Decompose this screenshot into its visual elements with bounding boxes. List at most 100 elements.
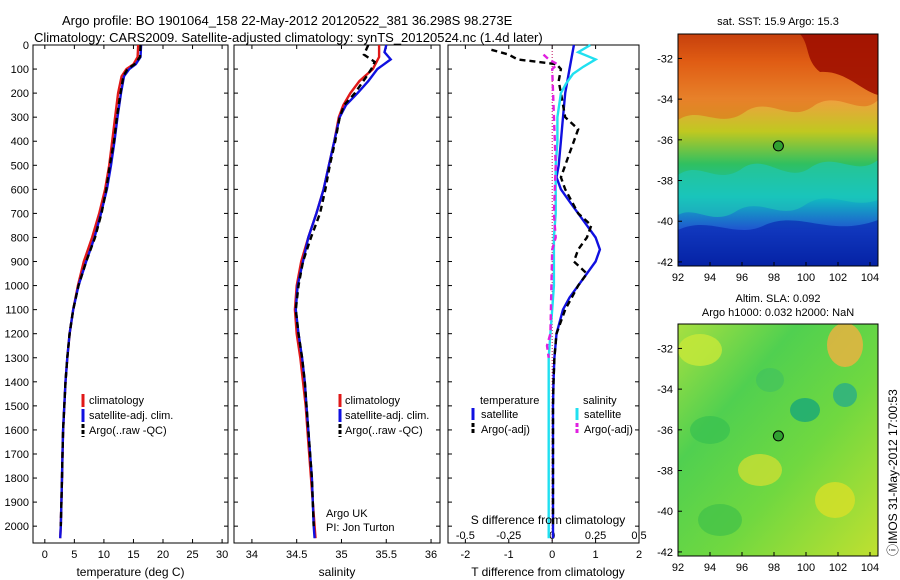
latitude-tick-label: -38: [657, 176, 673, 188]
latitude-tick-label: -34: [657, 94, 673, 106]
latitude-tick-label: -36: [657, 135, 673, 147]
depth-tick-label: 500: [11, 160, 29, 172]
latitude-tick-label: -38: [657, 466, 673, 478]
latitude-tick-label: -42: [657, 257, 673, 269]
t-difference-tick-label: 2: [636, 549, 642, 561]
salinity-tick-label: 36: [425, 549, 437, 561]
s-difference-tick-label: 0.5: [631, 530, 646, 542]
imos-timestamp: ⓘIMOS 31-May-2012 17:00:53: [886, 389, 900, 556]
legend-label-climatology: climatology: [89, 395, 145, 407]
t-difference-label: T difference from climatology: [471, 565, 625, 579]
difference-plot-frame: [447, 44, 640, 544]
s-difference-tick-label: -0.25: [496, 530, 521, 542]
longitude-tick-label: 94: [704, 562, 716, 574]
figure-title-line2: Climatology: CARS2009. Satellite-adjuste…: [34, 30, 543, 45]
temperature-tick-label: 0: [42, 549, 48, 561]
longitude-tick-label: 92: [672, 562, 684, 574]
annotation-pi: PI: Jon Turton: [326, 522, 394, 534]
salinity-xlabel: salinity: [319, 565, 356, 579]
temperature-panel: 0100200300400500600700800900100011001200…: [5, 40, 229, 579]
s-difference-tick-label: 0.25: [585, 530, 606, 542]
latitude-tick-label: -36: [657, 425, 673, 437]
legend-label-argo: Argo(..raw -QC): [345, 425, 423, 437]
difference-legend: temperature salinity satellite Argo(-adj…: [471, 395, 633, 436]
depth-tick-label: 900: [11, 257, 29, 269]
temperature-legend: climatology satellite-adj. clim. Argo(..…: [81, 394, 173, 437]
depth-tick-label: 1600: [5, 425, 29, 437]
s-difference-label: S difference from climatology: [471, 513, 626, 527]
sla-map-title: Altim. SLA: 0.092: [736, 293, 821, 305]
depth-tick-label: 1300: [5, 353, 29, 365]
latitude-tick-label: -40: [657, 506, 673, 518]
temperature-line-2: [59, 44, 142, 527]
temperature-tick-label: 10: [98, 549, 110, 561]
depth-tick-label: 800: [11, 232, 29, 244]
longitude-tick-label: 98: [768, 272, 780, 284]
temperature-tick-label: 20: [157, 549, 169, 561]
t-difference-tick-label: -1: [504, 549, 514, 561]
salinity-line-2: [294, 44, 377, 527]
longitude-tick-label: 92: [672, 272, 684, 284]
depth-tick-label: 0: [23, 40, 29, 52]
depth-tick-label: 1200: [5, 329, 29, 341]
difference-panel: -2 -1 0 1 2 -0.5 -0.25 0 0.25 0.5 S difference f…: [447, 43, 647, 579]
longitude-tick-label: 100: [797, 272, 815, 284]
legend-label-satellite: satellite-adj. clim.: [345, 410, 429, 422]
figure-title-line1: Argo profile: BO 1901064_158 22-May-2012…: [62, 13, 513, 28]
s-difference-tick-label: -0.5: [456, 530, 475, 542]
sst-map-panel: sat. SST: 15.9 Argo: 15.3 92 94 96 98 100 102…: [657, 16, 879, 284]
longitude-tick-label: 104: [861, 272, 879, 284]
legend-title-temperature: temperature: [480, 395, 539, 407]
depth-tick-label: 1400: [5, 377, 29, 389]
legend-label-t-satellite: satellite: [481, 409, 518, 421]
salinity-panel: 34 34.5 35 35.5 36 salinity climatology sate…: [233, 44, 441, 579]
salinity-legend: climatology satellite-adj. clim. Argo(..…: [338, 394, 429, 437]
difference-line-0: [551, 44, 602, 539]
temperature-xlabel: temperature (deg C): [76, 565, 184, 579]
t-difference-tick-label: 1: [593, 549, 599, 561]
depth-tick-label: 1700: [5, 449, 29, 461]
sst-map-title: sat. SST: 15.9 Argo: 15.3: [717, 16, 839, 28]
longitude-tick-label: 100: [797, 562, 815, 574]
salinity-tick-label: 35.5: [376, 549, 397, 561]
temperature-tick-label: 30: [216, 549, 228, 561]
legend-label-s-argo: Argo(-adj): [584, 424, 633, 436]
depth-tick-label: 1900: [5, 497, 29, 509]
latitude-tick-label: -32: [657, 53, 673, 65]
sla-map-subtitle: Argo h1000: 0.032 h2000: NaN: [702, 307, 854, 319]
depth-tick-label: 1500: [5, 401, 29, 413]
depth-tick-label: 1000: [5, 281, 29, 293]
depth-tick-label: 400: [11, 136, 29, 148]
depth-tick-label: 700: [11, 208, 29, 220]
latitude-tick-label: -34: [657, 384, 673, 396]
legend-label-argo: Argo(..raw -QC): [89, 425, 167, 437]
depth-tick-label: 1800: [5, 473, 29, 485]
temperature-tick-label: 25: [186, 549, 198, 561]
latitude-tick-label: -40: [657, 216, 673, 228]
longitude-tick-label: 102: [829, 272, 847, 284]
salinity-tick-label: 34.5: [286, 549, 307, 561]
salinity-plot-frame: [233, 44, 441, 544]
salinity-line-1: [294, 44, 393, 539]
legend-label-climatology: climatology: [345, 395, 401, 407]
depth-tick-label: 100: [11, 64, 29, 76]
temperature-tick-label: 5: [71, 549, 77, 561]
depth-tick-label: 2000: [5, 521, 29, 533]
latitude-tick-label: -32: [657, 343, 673, 355]
longitude-tick-label: 96: [736, 562, 748, 574]
latitude-tick-label: -42: [657, 547, 673, 559]
salinity-tick-label: 35: [335, 549, 347, 561]
t-difference-tick-label: 0: [549, 549, 555, 561]
legend-label-satellite: satellite-adj. clim.: [89, 410, 173, 422]
longitude-tick-label: 104: [861, 562, 879, 574]
depth-tick-label: 600: [11, 184, 29, 196]
argo-location-marker: [772, 430, 784, 442]
longitude-tick-label: 96: [736, 272, 748, 284]
legend-label-t-argo: Argo(-adj): [481, 424, 530, 436]
difference-line-3: [542, 53, 560, 358]
sla-map-panel: Altim. SLA: 0.092 Argo h1000: 0.032 h200…: [657, 293, 879, 574]
difference-line-2: [547, 43, 599, 539]
temperature-plot-frame: [32, 44, 229, 544]
temperature-tick-label: 15: [127, 549, 139, 561]
